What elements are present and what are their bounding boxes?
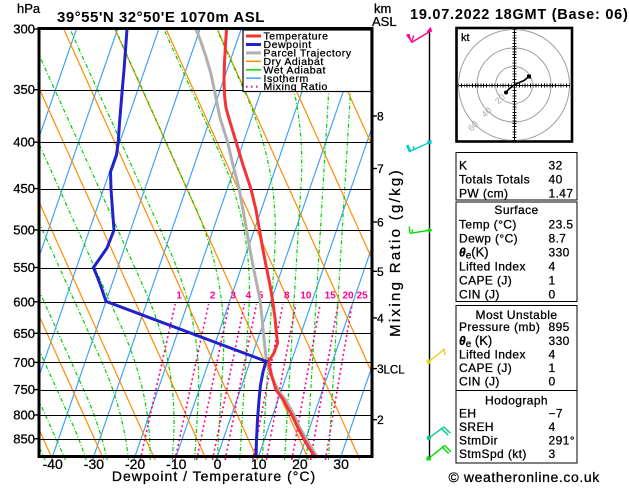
svg-text:15: 15	[325, 291, 337, 302]
svg-text:Surface: Surface	[494, 203, 538, 217]
svg-text:550: 550	[13, 260, 35, 275]
svg-text:3: 3	[230, 291, 236, 302]
svg-text:LCL: LCL	[384, 365, 406, 377]
svg-text:-40: -40	[43, 456, 63, 472]
svg-text:20: 20	[493, 92, 507, 106]
svg-text:Lifted Index: Lifted Index	[459, 260, 526, 274]
svg-text:10: 10	[251, 456, 267, 472]
svg-text:600: 600	[13, 294, 35, 309]
svg-text:2: 2	[377, 413, 384, 427]
svg-text:5: 5	[377, 265, 384, 279]
svg-text:Temperature: Temperature	[264, 31, 329, 43]
svg-text:StmDir: StmDir	[459, 434, 498, 448]
svg-text:Totals Totals: Totals Totals	[459, 173, 530, 187]
svg-text:Wet Adiabat: Wet Adiabat	[264, 64, 326, 76]
svg-text:8: 8	[284, 291, 290, 302]
svg-text:4: 4	[549, 348, 556, 362]
svg-text:895: 895	[549, 320, 570, 334]
svg-text:32: 32	[549, 159, 563, 173]
svg-text:Mixing Ratio (g/kg): Mixing Ratio (g/kg)	[387, 168, 404, 337]
svg-text:4: 4	[549, 420, 556, 434]
svg-text:500: 500	[13, 223, 35, 238]
svg-text:20: 20	[342, 291, 354, 302]
svg-text:23.5: 23.5	[549, 218, 574, 232]
svg-text:400: 400	[13, 135, 35, 150]
svg-text:Most Unstable: Most Unstable	[476, 308, 558, 322]
svg-text:Isotherm: Isotherm	[264, 73, 309, 85]
svg-text:-20: -20	[125, 456, 145, 472]
svg-text:−7: −7	[549, 407, 563, 421]
svg-text:4: 4	[246, 291, 252, 302]
svg-text:Temp (°C): Temp (°C)	[459, 218, 517, 232]
svg-text:-10: -10	[166, 456, 186, 472]
svg-text:4: 4	[377, 311, 384, 325]
svg-text:SREH: SREH	[459, 420, 494, 434]
svg-text:km: km	[374, 1, 391, 16]
svg-text:3: 3	[377, 362, 384, 376]
svg-text:0: 0	[549, 375, 556, 389]
svg-text:Dewp (°C): Dewp (°C)	[459, 232, 518, 246]
svg-text:20: 20	[292, 456, 308, 472]
svg-text:© weatheronline.co.uk: © weatheronline.co.uk	[449, 469, 601, 485]
svg-text:850: 850	[13, 431, 35, 446]
svg-text:6: 6	[377, 216, 384, 230]
svg-text:330: 330	[549, 246, 570, 260]
svg-text:1: 1	[176, 291, 182, 302]
svg-text:StmSpd (kt): StmSpd (kt)	[459, 447, 527, 461]
svg-text:K: K	[459, 159, 467, 173]
svg-text:Pressure (mb): Pressure (mb)	[459, 320, 540, 334]
svg-text:kt: kt	[461, 32, 470, 44]
svg-text:60: 60	[466, 119, 480, 133]
svg-text:CAPE (J): CAPE (J)	[459, 274, 512, 288]
svg-text:2: 2	[210, 291, 216, 302]
svg-text:Hodograph: Hodograph	[485, 394, 548, 408]
svg-text:39°55'N 32°50'E 1070m ASL: 39°55'N 32°50'E 1070m ASL	[57, 9, 265, 26]
svg-text:4: 4	[549, 260, 556, 274]
svg-text:330: 330	[549, 334, 570, 348]
svg-text:CIN (J): CIN (J)	[459, 375, 500, 389]
svg-text:3: 3	[549, 447, 556, 461]
svg-text:8: 8	[377, 110, 384, 124]
svg-text:750: 750	[13, 382, 35, 397]
svg-text:650: 650	[13, 326, 35, 341]
svg-text:1.47: 1.47	[549, 187, 574, 201]
svg-text:Dewpoint / Temperature (°C): Dewpoint / Temperature (°C)	[112, 468, 316, 484]
svg-text:CIN (J): CIN (J)	[459, 288, 500, 302]
svg-text:19.07.2022 18GMT (Base: 06): 19.07.2022 18GMT (Base: 06)	[410, 7, 629, 23]
svg-text:700: 700	[13, 355, 35, 370]
svg-text:350: 350	[13, 82, 35, 97]
svg-text:25: 25	[357, 291, 369, 302]
svg-text:7: 7	[377, 162, 384, 176]
svg-text:θe(K): θe(K)	[459, 245, 489, 262]
svg-text:Dewpoint: Dewpoint	[264, 39, 312, 51]
svg-text:Mixing Ratio: Mixing Ratio	[264, 81, 328, 93]
svg-text:EH: EH	[459, 407, 476, 421]
svg-text:Parcel Trajectory: Parcel Trajectory	[264, 47, 352, 59]
svg-text:8.7: 8.7	[549, 232, 567, 246]
svg-text:hPa: hPa	[17, 1, 41, 16]
svg-text:Lifted Index: Lifted Index	[459, 348, 526, 362]
svg-text:-30: -30	[84, 456, 104, 472]
svg-text:30: 30	[333, 456, 349, 472]
svg-text:θe (K): θe (K)	[459, 333, 492, 350]
svg-text:40: 40	[480, 105, 494, 119]
svg-text:CAPE (J): CAPE (J)	[459, 361, 512, 375]
svg-text:300: 300	[13, 22, 35, 37]
svg-text:291°: 291°	[549, 434, 575, 448]
svg-text:0: 0	[549, 288, 556, 302]
svg-text:0: 0	[214, 456, 222, 472]
svg-text:Dry Adiabat: Dry Adiabat	[264, 56, 324, 68]
svg-text:1: 1	[549, 361, 556, 375]
svg-text:1: 1	[549, 274, 556, 288]
svg-text:450: 450	[13, 181, 35, 196]
svg-text:PW (cm): PW (cm)	[459, 187, 508, 201]
svg-text:ASL: ASL	[372, 14, 397, 29]
svg-text:800: 800	[13, 408, 35, 423]
svg-text:10: 10	[300, 291, 312, 302]
svg-text:40: 40	[549, 173, 563, 187]
